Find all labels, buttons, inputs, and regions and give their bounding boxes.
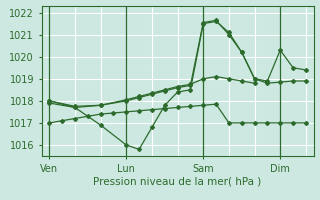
X-axis label: Pression niveau de la mer( hPa ): Pression niveau de la mer( hPa ): [93, 176, 262, 186]
